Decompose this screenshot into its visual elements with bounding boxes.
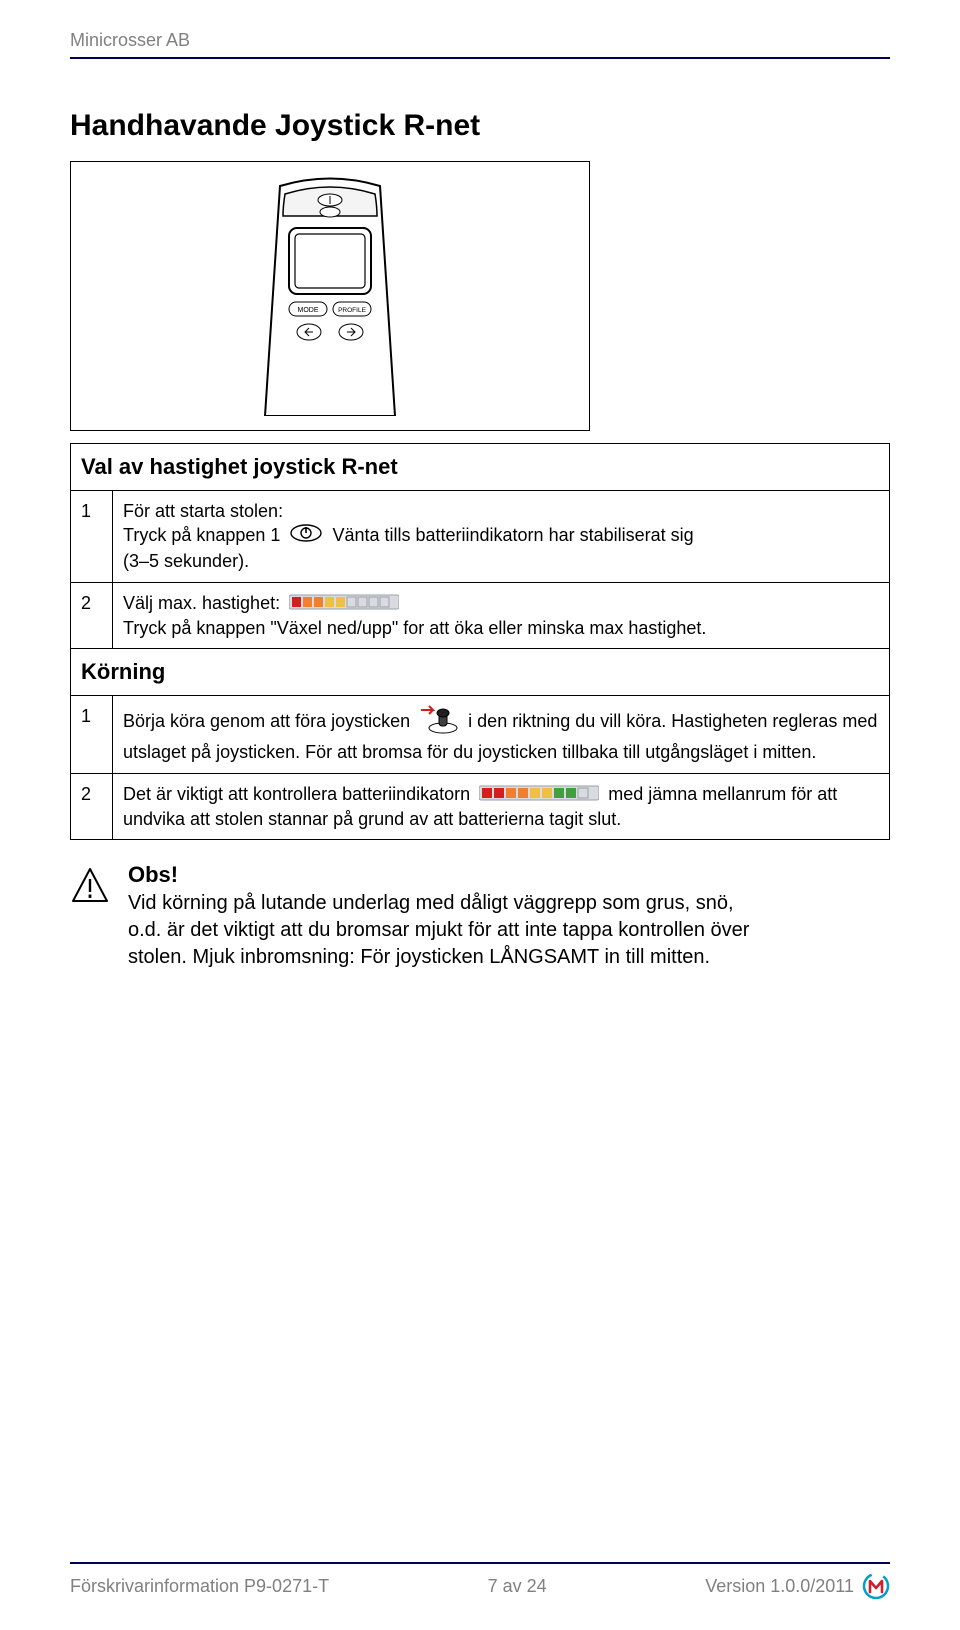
svg-text:PROFILE: PROFILE — [338, 307, 366, 314]
table-row: 2 Det är viktigt att kontrollera batteri… — [71, 773, 890, 840]
table-row: Körning — [71, 649, 890, 696]
step-text: Tryck på knappen 1 — [123, 525, 280, 545]
step-number: 2 — [71, 582, 113, 649]
step-number: 1 — [71, 696, 113, 774]
joystick-direction-icon — [419, 704, 459, 740]
power-button-icon — [289, 523, 323, 549]
table-row: 1 För att starta stolen: Tryck på knappe… — [71, 490, 890, 582]
step-cell: För att starta stolen: Tryck på knappen … — [113, 490, 890, 582]
step-text: (3–5 sekunder). — [123, 551, 249, 571]
step-text: Tryck på knappen "Växel ned/upp" for att… — [123, 618, 706, 638]
step-cell: Välj max. hastighet: T — [113, 582, 890, 649]
table-row: 2 Välj max. hastighet: — [71, 582, 890, 649]
section-heading-drive: Körning — [71, 649, 890, 696]
warning-block: Obs! Vid körning på lutande underlag med… — [70, 862, 890, 971]
warning-title: Obs! — [128, 862, 768, 888]
header-rule — [70, 57, 890, 59]
warning-icon — [70, 866, 110, 906]
brand-logo-icon — [862, 1572, 890, 1600]
footer-center: 7 av 24 — [488, 1576, 547, 1597]
page-footer: Förskrivarinformation P9-0271-T 7 av 24 … — [70, 1562, 890, 1600]
footer-rule — [70, 1562, 890, 1564]
step-text: Välj max. hastighet: — [123, 593, 280, 613]
joystick-controller-icon: MODE PROFILE — [245, 176, 415, 416]
battery-indicator-icon — [479, 783, 599, 807]
step-number: 1 — [71, 490, 113, 582]
warning-body: Vid körning på lutande underlag med dåli… — [128, 890, 768, 971]
footer-right: Version 1.0.0/2011 — [705, 1576, 854, 1597]
table-row: Val av hastighet joystick R-net — [71, 444, 890, 491]
table-row: 1 Börja köra genom att föra joysticken i… — [71, 696, 890, 774]
step-text: Det är viktigt att kontrollera batteriin… — [123, 784, 470, 804]
header-company: Minicrosser AB — [70, 30, 890, 51]
step-text: För att starta stolen: — [123, 501, 283, 521]
speed-indicator-icon — [289, 592, 399, 616]
joystick-figure: MODE PROFILE — [70, 161, 590, 431]
footer-left: Förskrivarinformation P9-0271-T — [70, 1576, 329, 1597]
step-number: 2 — [71, 773, 113, 840]
page-title: Handhavande Joystick R-net — [70, 109, 890, 143]
step-cell: Det är viktigt att kontrollera batteriin… — [113, 773, 890, 840]
step-text: Vänta tills batteriindikatorn har stabil… — [332, 525, 693, 545]
instruction-table: Val av hastighet joystick R-net 1 För at… — [70, 443, 890, 840]
step-text: Börja köra genom att föra joysticken — [123, 711, 410, 731]
section-heading-speed: Val av hastighet joystick R-net — [71, 444, 890, 491]
step-cell: Börja köra genom att föra joysticken i d… — [113, 696, 890, 774]
svg-text:MODE: MODE — [298, 307, 319, 314]
